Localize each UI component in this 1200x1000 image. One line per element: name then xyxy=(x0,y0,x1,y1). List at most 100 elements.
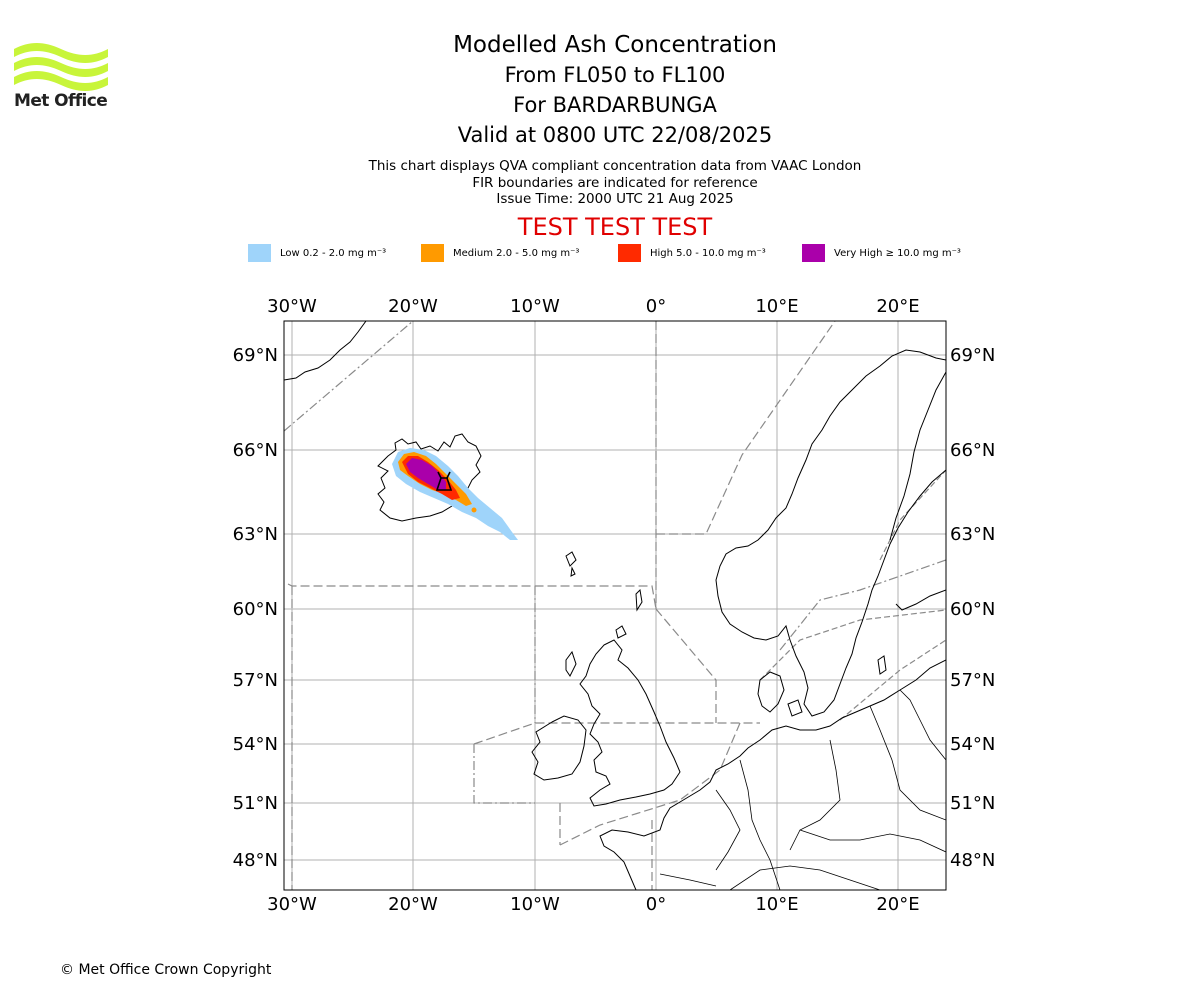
border-baltic-states xyxy=(899,689,946,761)
volcano-eruption-lines xyxy=(437,471,451,479)
fir-boundary-shannon-south xyxy=(473,744,535,804)
border-germany-poland xyxy=(789,739,841,851)
legend-label-low: Low 0.2 - 2.0 mg m⁻³ xyxy=(280,247,387,259)
fir-boundary-norway-west xyxy=(656,321,836,535)
legend-label-medium: Medium 2.0 - 5.0 mg m⁻³ xyxy=(453,247,580,259)
legend-item-low: Low 0.2 - 2.0 mg m⁻³ xyxy=(248,244,386,262)
coastlines xyxy=(284,321,946,890)
coast-orkney xyxy=(615,625,627,639)
copyright-notice: © Met Office Crown Copyright xyxy=(60,962,272,978)
lat-label-left: 57°N xyxy=(233,670,278,691)
met-office-logo xyxy=(14,43,108,91)
lat-label-left: 48°N xyxy=(233,850,278,871)
lat-labels-right: 69°N 66°N 63°N 60°N 57°N 54°N 51°N 48°N xyxy=(950,345,995,871)
lat-label-right: 48°N xyxy=(950,850,995,871)
title-block: Modelled Ash Concentration From FL050 to… xyxy=(300,30,930,150)
lon-label-bottom: 30°W xyxy=(267,894,317,915)
border-czech xyxy=(799,829,946,853)
coast-greenland xyxy=(284,321,367,381)
qva-note: This chart displays QVA compliant concen… xyxy=(368,158,862,174)
border-poland-east xyxy=(869,705,946,821)
coast-zealand xyxy=(787,699,803,717)
lon-label-top: 20°W xyxy=(388,296,438,317)
lon-labels-top: 30°W 20°W 10°W 0° 10°E 20°E xyxy=(267,296,919,317)
ash-medium-patch xyxy=(471,507,477,513)
lat-label-left: 60°N xyxy=(233,599,278,620)
coast-gotland xyxy=(877,655,887,675)
lat-label-right: 51°N xyxy=(950,793,995,814)
coast-faroe-south xyxy=(570,566,576,577)
test-banner: TEST TEST TEST xyxy=(517,213,713,241)
lat-label-right: 57°N xyxy=(950,670,995,691)
ash-plume xyxy=(392,448,518,540)
met-office-wordmark: Met Office xyxy=(14,91,108,111)
lon-label-bottom: 10°W xyxy=(510,894,560,915)
lat-label-left: 51°N xyxy=(233,793,278,814)
lon-label-top: 20°E xyxy=(876,296,919,317)
lat-label-left: 54°N xyxy=(233,734,278,755)
coast-hebrides xyxy=(565,650,577,677)
legend-swatch-high xyxy=(618,244,641,262)
lon-label-top: 10°E xyxy=(755,296,798,317)
legend-swatch-low xyxy=(248,244,271,262)
border-france-south xyxy=(659,873,717,887)
lon-labels-bottom: 30°W 20°W 10°W 0° 10°E 20°E xyxy=(267,894,919,915)
lat-label-right: 54°N xyxy=(950,734,995,755)
legend-item-very-high: Very High ≥ 10.0 mg m⁻³ xyxy=(802,244,961,262)
legend-swatch-medium xyxy=(421,244,444,262)
border-benelux xyxy=(715,789,741,871)
fir-boundary-north-sea xyxy=(655,608,717,723)
fir-boundary-finland xyxy=(879,469,946,561)
lat-label-left: 63°N xyxy=(233,524,278,545)
fir-boundaries xyxy=(284,321,946,890)
map-background xyxy=(284,321,946,890)
lat-label-right: 66°N xyxy=(950,440,995,461)
volcano-marker xyxy=(435,471,453,491)
lat-label-left: 66°N xyxy=(233,440,278,461)
legend-label-high: High 5.0 - 10.0 mg m⁻³ xyxy=(650,247,766,259)
legend-label-very-high: Very High ≥ 10.0 mg m⁻³ xyxy=(834,247,961,259)
lat-label-right: 60°N xyxy=(950,599,995,620)
coast-iceland xyxy=(377,433,482,522)
lon-label-top: 30°W xyxy=(267,296,317,317)
coast-gulf-finland xyxy=(895,589,946,611)
flight-level-range: From FL050 to FL100 xyxy=(504,63,726,87)
border-alps xyxy=(729,865,881,890)
legend-swatch-very-high xyxy=(802,244,825,262)
lon-label-bottom: 20°E xyxy=(876,894,919,915)
coast-great-britain xyxy=(579,639,681,807)
fir-boundary-reykjavik-south xyxy=(287,583,657,610)
coast-faroe xyxy=(565,551,577,567)
lon-label-bottom: 0° xyxy=(646,894,666,915)
legend-item-medium: Medium 2.0 - 5.0 mg m⁻³ xyxy=(421,244,579,262)
lat-label-right: 69°N xyxy=(950,345,995,366)
lat-labels-left: 69°N 66°N 63°N 60°N 57°N 54°N 51°N 48°N xyxy=(233,345,278,871)
coast-continent xyxy=(599,659,946,890)
fir-boundary-baltic xyxy=(759,609,946,681)
lat-label-left: 69°N xyxy=(233,345,278,366)
coast-jutland xyxy=(757,671,785,713)
lon-label-bottom: 10°E xyxy=(755,894,798,915)
border-france-germany xyxy=(739,759,781,890)
coast-shetland xyxy=(635,588,643,612)
issue-time: Issue Time: 2000 UTC 21 Aug 2025 xyxy=(496,191,734,207)
coast-ireland xyxy=(531,715,587,781)
lon-label-top: 10°W xyxy=(510,296,560,317)
legend-item-high: High 5.0 - 10.0 mg m⁻³ xyxy=(618,244,766,262)
coast-gulf-bothnia xyxy=(889,371,946,541)
notes-block: This chart displays QVA compliant concen… xyxy=(300,158,930,208)
valid-time: Valid at 0800 UTC 22/08/2025 xyxy=(457,123,773,147)
chart-title: Modelled Ash Concentration xyxy=(453,32,777,58)
fir-boundary-uk-south xyxy=(473,722,760,745)
lat-label-right: 63°N xyxy=(950,524,995,545)
ash-very-high xyxy=(406,458,446,490)
fir-boundary-greenland xyxy=(284,321,414,432)
map-frame xyxy=(283,320,947,891)
lon-label-top: 0° xyxy=(646,296,666,317)
coast-scandinavia xyxy=(715,349,946,717)
volcano-name: For BARDARBUNGA xyxy=(513,93,717,117)
fir-note: FIR boundaries are indicated for referen… xyxy=(472,174,758,191)
fir-boundary-channel xyxy=(559,722,741,846)
lon-label-bottom: 20°W xyxy=(388,894,438,915)
